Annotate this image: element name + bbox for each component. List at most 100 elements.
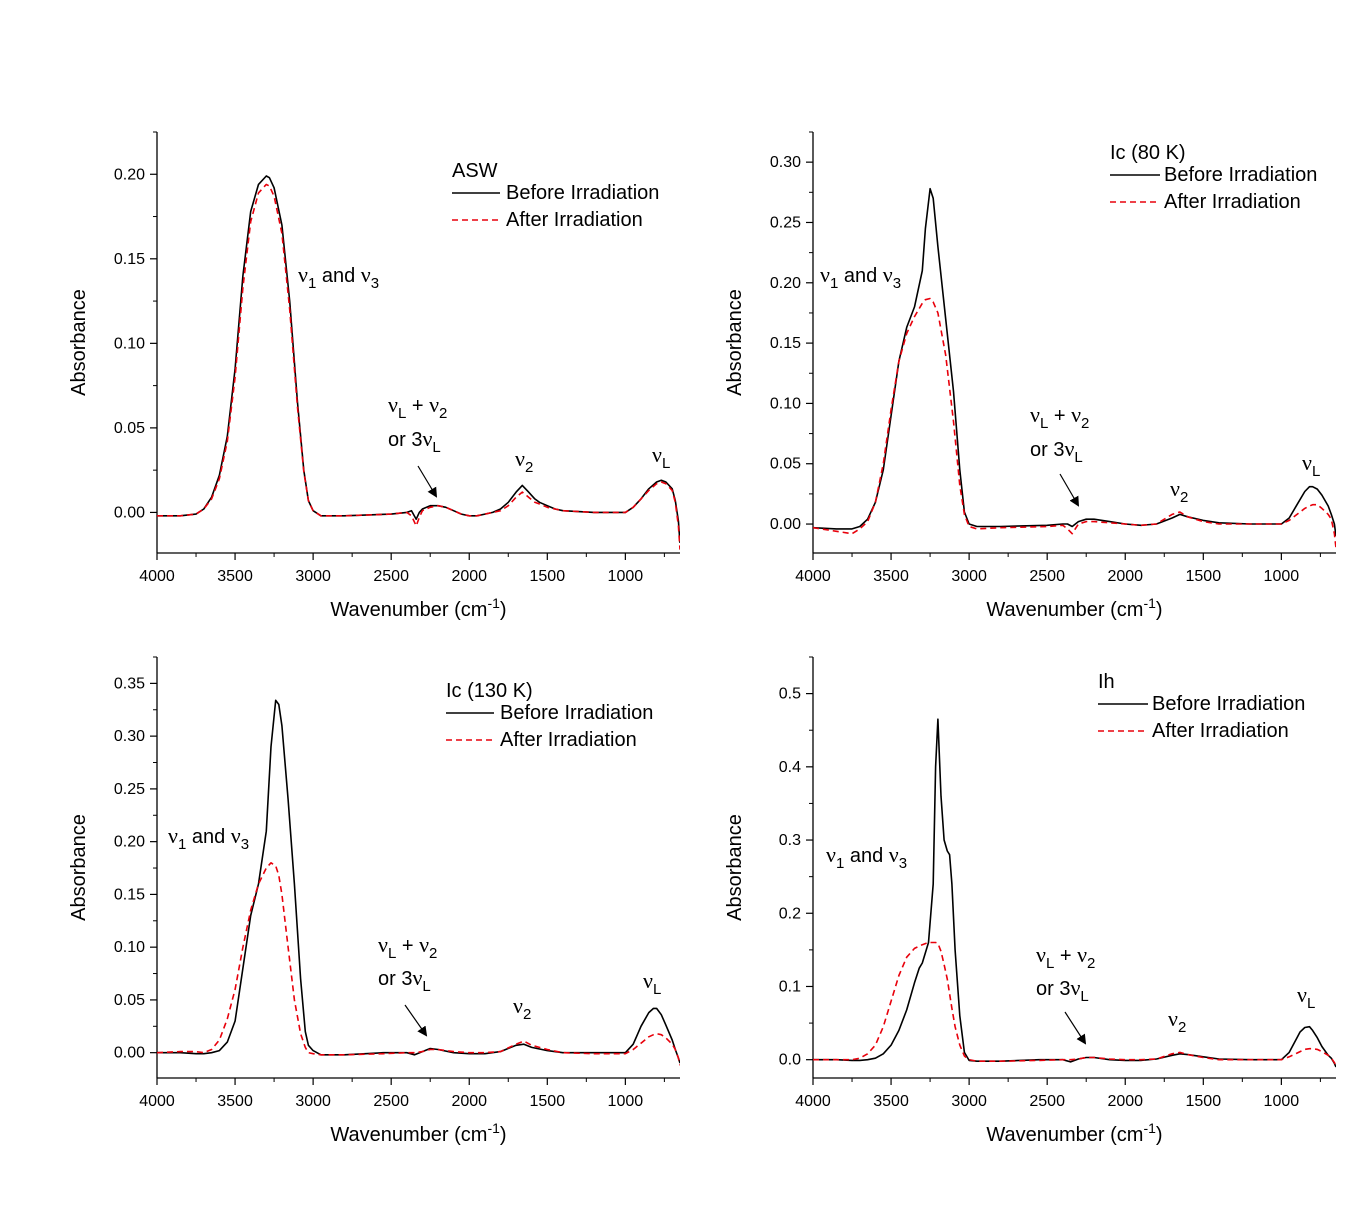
chart-panel-bottom-right: 4000 3500 3000 2500 2000 1500 1000 0.0 0.1 0.2 0.3… xyxy=(724,656,1336,1146)
y-tick-label: 0.20 xyxy=(770,275,801,292)
chart-panel-bottom-left: 4000 3500 3000 2500 2000 1500 1000 0.00 0.05 0.10… xyxy=(68,656,680,1146)
y-axis-title: Absorbance xyxy=(68,814,90,921)
x-tick-label: 1000 xyxy=(1264,1093,1300,1110)
annotation-a1: ν1 and ν3 xyxy=(826,842,907,872)
y-tick-label: 0.15 xyxy=(770,335,801,352)
x-tick-label: 3000 xyxy=(951,1093,987,1110)
annotation-a1: ν1 and ν3 xyxy=(168,823,249,853)
x-tick-label: 2000 xyxy=(451,568,487,585)
y-tick-label: 0.4 xyxy=(779,759,801,776)
x-tick-label: 2000 xyxy=(1107,568,1143,585)
x-tick-label: 2500 xyxy=(373,1093,409,1110)
annotation-a2: νL + ν2 xyxy=(388,392,447,422)
y-tick-label: 0.05 xyxy=(114,992,145,1009)
x-tick-label: 1500 xyxy=(1186,568,1222,585)
annotation-a2: νL + ν2 xyxy=(1030,402,1089,432)
x-tick-label: 3500 xyxy=(217,568,253,585)
y-tick-label: 0.1 xyxy=(779,978,801,995)
y-axis-title: Absorbance xyxy=(68,289,90,396)
annotation-arrow xyxy=(1064,1011,1087,1045)
y-axis-title: Absorbance xyxy=(724,289,746,396)
x-tick-label: 1500 xyxy=(530,1093,566,1110)
legend-title: Ih xyxy=(1098,671,1115,693)
legend-title: ASW xyxy=(452,160,498,182)
annotation-arrow xyxy=(1059,473,1080,507)
legend: ASW Before Irradiation After Irradiation xyxy=(452,160,659,231)
legend-title: Ic (130 K) xyxy=(446,680,533,702)
legend-entry: Before Irradiation xyxy=(506,182,659,204)
chart-panel-top-left: 4000 3500 3000 2500 2000 1500 1000 0.00 0.05 0.10… xyxy=(68,131,680,621)
x-tick-label: 4000 xyxy=(795,1093,831,1110)
legend: Ic (80 K)Before Irradiation After Irradia… xyxy=(1110,142,1317,213)
legend-entry: After Irradiation xyxy=(1164,191,1301,213)
y-tick-label: 0.5 xyxy=(779,686,801,703)
legend-entry: Before Irradiation xyxy=(1164,164,1317,186)
y-tick-label: 0.15 xyxy=(114,886,145,903)
series-line-before-irradiation xyxy=(157,175,680,543)
legend-entry: After Irradiation xyxy=(500,729,637,751)
x-tick-label: 1000 xyxy=(608,568,644,585)
x-tick-label: 2500 xyxy=(1029,1093,1065,1110)
y-tick-label: 0.05 xyxy=(770,456,801,473)
annotation-a5: νL xyxy=(652,442,670,472)
legend-entry: Before Irradiation xyxy=(500,702,653,724)
annotation-a3: or 3νL xyxy=(1036,975,1089,1005)
y-tick-label: 0.25 xyxy=(770,214,801,231)
annotation-a2: νL + ν2 xyxy=(378,932,437,962)
annotation-a5: νL xyxy=(643,968,661,998)
y-tick-label: 0.10 xyxy=(114,335,145,352)
annotation-a4: ν2 xyxy=(515,446,533,476)
annotation-a1: ν1 and ν3 xyxy=(820,262,901,292)
x-axis-title: Wavenumber (cm-1) xyxy=(330,595,506,621)
y-tick-label: 0.00 xyxy=(114,1045,145,1062)
x-tick-label: 4000 xyxy=(139,1093,175,1110)
y-tick-label: 0.10 xyxy=(770,395,801,412)
y-tick-label: 0.20 xyxy=(114,834,145,851)
legend: Ih Before Irradiation After Irradiation xyxy=(1098,671,1305,742)
series-line-after-irradiation xyxy=(157,183,680,550)
y-tick-label: 0.0 xyxy=(779,1052,801,1069)
legend-title: Ic (80 K) xyxy=(1110,142,1186,164)
x-tick-label: 4000 xyxy=(139,568,175,585)
series-line-before-irradiation xyxy=(157,699,680,1064)
x-tick-label: 2500 xyxy=(1029,568,1065,585)
annotation-a3: or 3νL xyxy=(388,426,441,456)
x-tick-label: 1000 xyxy=(1264,568,1300,585)
annotation-a5: νL xyxy=(1297,982,1315,1012)
annotation-arrow xyxy=(404,1004,428,1037)
y-tick-label: 0.2 xyxy=(779,905,801,922)
annotation-a1: ν1 and ν3 xyxy=(298,262,379,292)
x-axis-title: Wavenumber (cm-1) xyxy=(986,595,1162,621)
series-line-after-irradiation xyxy=(813,297,1336,549)
x-axis-title: Wavenumber (cm-1) xyxy=(330,1120,506,1146)
legend-entry: After Irradiation xyxy=(1152,720,1289,742)
x-tick-label: 3500 xyxy=(217,1093,253,1110)
annotation-a4: ν2 xyxy=(1168,1006,1186,1036)
annotation-arrow xyxy=(417,465,438,498)
x-tick-label: 1000 xyxy=(608,1093,644,1110)
x-tick-label: 2500 xyxy=(373,568,409,585)
legend-entry: Before Irradiation xyxy=(1152,693,1305,715)
x-tick-label: 2000 xyxy=(1107,1093,1143,1110)
legend: Ic (130 K)Before Irradiation After Irradi… xyxy=(446,680,653,751)
y-tick-label: 0.30 xyxy=(770,154,801,171)
annotation-a4: ν2 xyxy=(513,993,531,1023)
annotation-a3: or 3νL xyxy=(1030,436,1083,466)
x-tick-label: 2000 xyxy=(451,1093,487,1110)
annotation-a3: or 3νL xyxy=(378,965,431,995)
annotation-a2: νL + ν2 xyxy=(1036,942,1095,972)
x-axis-title: Wavenumber (cm-1) xyxy=(986,1120,1162,1146)
legend-entry: After Irradiation xyxy=(506,209,643,231)
y-tick-label: 0.00 xyxy=(770,516,801,533)
x-tick-label: 3500 xyxy=(873,568,909,585)
x-tick-label: 1500 xyxy=(1186,1093,1222,1110)
series-line-after-irradiation xyxy=(157,861,680,1066)
annotation-a4: ν2 xyxy=(1170,476,1188,506)
series-line-after-irradiation xyxy=(813,941,1336,1066)
y-tick-label: 0.25 xyxy=(114,781,145,798)
x-tick-label: 3000 xyxy=(295,568,331,585)
x-tick-label: 4000 xyxy=(795,568,831,585)
y-tick-label: 0.30 xyxy=(114,728,145,745)
y-tick-label: 0.05 xyxy=(114,420,145,437)
